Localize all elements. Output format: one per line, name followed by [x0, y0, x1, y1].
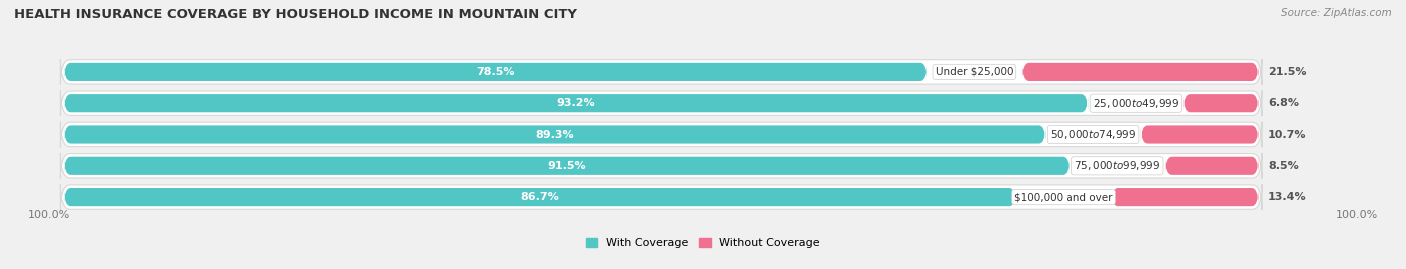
Text: $25,000 to $49,999: $25,000 to $49,999 [1092, 97, 1180, 110]
Legend: With Coverage, Without Coverage: With Coverage, Without Coverage [582, 234, 824, 253]
FancyBboxPatch shape [60, 184, 1263, 210]
FancyBboxPatch shape [63, 63, 927, 81]
Text: 78.5%: 78.5% [477, 67, 515, 77]
Text: 10.7%: 10.7% [1268, 129, 1306, 140]
FancyBboxPatch shape [63, 157, 1070, 175]
Text: 8.5%: 8.5% [1268, 161, 1299, 171]
FancyBboxPatch shape [1111, 188, 1258, 206]
Text: 21.5%: 21.5% [1268, 67, 1306, 77]
FancyBboxPatch shape [63, 125, 1045, 144]
FancyBboxPatch shape [1022, 63, 1258, 81]
Text: Under $25,000: Under $25,000 [935, 67, 1014, 77]
Text: 93.2%: 93.2% [557, 98, 595, 108]
Text: Source: ZipAtlas.com: Source: ZipAtlas.com [1281, 8, 1392, 18]
Text: 91.5%: 91.5% [547, 161, 586, 171]
Text: HEALTH INSURANCE COVERAGE BY HOUSEHOLD INCOME IN MOUNTAIN CITY: HEALTH INSURANCE COVERAGE BY HOUSEHOLD I… [14, 8, 576, 21]
Text: 86.7%: 86.7% [520, 192, 560, 202]
Text: 13.4%: 13.4% [1268, 192, 1306, 202]
Text: 89.3%: 89.3% [536, 129, 574, 140]
Text: 6.8%: 6.8% [1268, 98, 1299, 108]
FancyBboxPatch shape [63, 188, 1015, 206]
FancyBboxPatch shape [63, 94, 1088, 112]
Text: $75,000 to $99,999: $75,000 to $99,999 [1074, 159, 1160, 172]
Text: $50,000 to $74,999: $50,000 to $74,999 [1050, 128, 1136, 141]
Text: 100.0%: 100.0% [1336, 210, 1378, 220]
FancyBboxPatch shape [60, 153, 1263, 179]
FancyBboxPatch shape [1166, 157, 1258, 175]
FancyBboxPatch shape [60, 90, 1263, 116]
FancyBboxPatch shape [1140, 125, 1258, 144]
FancyBboxPatch shape [60, 122, 1263, 147]
Text: $100,000 and over: $100,000 and over [1014, 192, 1112, 202]
FancyBboxPatch shape [60, 59, 1263, 85]
Text: 100.0%: 100.0% [28, 210, 70, 220]
FancyBboxPatch shape [1184, 94, 1258, 112]
